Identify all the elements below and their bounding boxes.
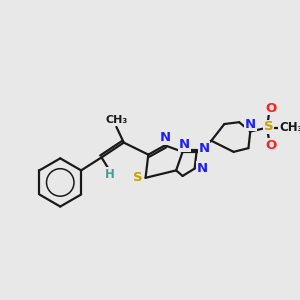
- Text: N: N: [198, 142, 209, 154]
- Text: N: N: [159, 131, 171, 144]
- Text: N: N: [196, 162, 208, 175]
- Text: H: H: [105, 168, 115, 181]
- Text: N: N: [245, 118, 256, 130]
- Text: N: N: [179, 138, 190, 151]
- Text: CH₃: CH₃: [105, 115, 128, 125]
- Text: O: O: [265, 102, 276, 115]
- Text: S: S: [264, 120, 274, 133]
- Text: S: S: [133, 171, 143, 184]
- Text: O: O: [265, 139, 276, 152]
- Text: CH₃: CH₃: [279, 121, 300, 134]
